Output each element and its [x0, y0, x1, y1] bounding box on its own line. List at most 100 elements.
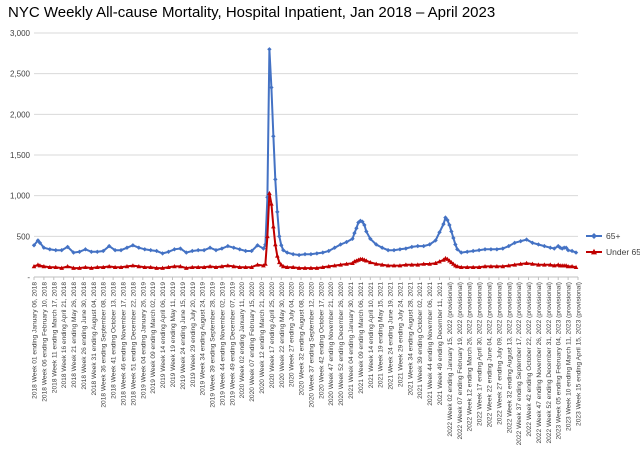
data-point-65-plus — [83, 247, 88, 252]
data-point-under-65 — [296, 265, 302, 270]
data-point-under-65 — [100, 264, 106, 270]
data-point-65-plus — [213, 247, 219, 253]
x-tick-label: 2021 Week 44 ending November 06, 2021 — [427, 282, 434, 406]
data-point-65-plus — [261, 246, 266, 251]
x-tick-label: 2022 Week 02 ending January 15, 2022 (pr… — [447, 282, 454, 437]
data-point-under-65 — [512, 262, 517, 267]
data-point-65-plus — [379, 245, 385, 250]
x-tick-label: 2023 Week 05 ending February 04, 2023 (p… — [556, 282, 563, 440]
data-point-under-65 — [267, 190, 272, 196]
data-point-65-plus — [35, 238, 41, 243]
data-point-under-65 — [265, 233, 270, 239]
x-tick-label: 2018 Week 11 ending March 17, 2018 — [51, 282, 58, 394]
data-point-under-65 — [263, 261, 268, 266]
data-point-65-plus — [451, 235, 456, 241]
data-point-under-65 — [569, 264, 575, 269]
x-tick-label: 2019 Week 19 ending May 11, 2019 — [170, 282, 177, 388]
data-point-65-plus — [77, 249, 82, 254]
data-point-65-plus — [368, 236, 373, 241]
data-point-65-plus — [142, 247, 147, 252]
data-point-under-65 — [542, 262, 547, 267]
x-tick-label: 2022 Week 27 ending July 09, 2022 (provi… — [496, 282, 503, 425]
x-tick-label: 2020 Week 42 ending October 17, 2020 — [318, 282, 325, 399]
data-point-65-plus — [453, 242, 458, 247]
x-tick-label: 2021 Week 49 ending December 11, 2021 — [437, 282, 444, 406]
data-point-65-plus — [385, 247, 391, 253]
data-point-65-plus — [364, 229, 369, 234]
x-tick-label: 2021 Week 19 ending May 15, 2021 — [378, 282, 385, 388]
x-tick-label: 2019 Week 44 ending November 02, 2019 — [219, 282, 226, 406]
data-point-under-65 — [338, 262, 343, 267]
data-point-65-plus — [427, 242, 432, 247]
data-point-under-65 — [47, 264, 53, 270]
data-point-65-plus — [437, 230, 442, 235]
data-point-65-plus — [65, 244, 70, 250]
data-point-65-plus — [415, 243, 420, 249]
data-point-65-plus — [267, 47, 272, 52]
x-tick-label: 2019 Week 24 ending June 15, 2019 — [180, 282, 187, 390]
data-point-65-plus — [285, 250, 290, 255]
data-point-65-plus — [542, 243, 547, 249]
data-point-under-65 — [524, 260, 529, 265]
data-point-under-65 — [148, 264, 154, 270]
x-tick-label: 2021 Week 14 ending April 10, 2021 — [368, 282, 375, 389]
data-point-65-plus — [279, 243, 284, 248]
data-point-under-65 — [536, 262, 541, 267]
x-tick-label: 2020 Week 17 ending April 25, 2020 — [269, 282, 276, 389]
data-point-65-plus — [391, 247, 397, 253]
data-point-65-plus — [332, 245, 337, 250]
data-point-65-plus — [573, 250, 579, 255]
data-point-65-plus — [488, 247, 494, 252]
data-point-under-65 — [573, 264, 579, 270]
data-point-65-plus — [352, 230, 357, 236]
data-point-65-plus — [47, 247, 53, 252]
data-point-under-65 — [290, 264, 296, 270]
data-point-under-65 — [37, 263, 43, 268]
data-point-under-65 — [189, 264, 195, 270]
data-point-65-plus — [374, 242, 379, 247]
data-point-under-65 — [219, 264, 225, 269]
data-point-under-65 — [518, 261, 523, 266]
x-tick-label: 2018 Week 41 ending October 13, 2018 — [111, 282, 118, 399]
x-tick-label: 2022 Week 32 ending August 13, 2022 (pro… — [506, 282, 513, 433]
data-point-65-plus — [320, 250, 326, 255]
data-point-under-65 — [530, 261, 535, 266]
y-tick-label: 500 — [17, 232, 31, 241]
data-point-65-plus — [530, 240, 535, 246]
data-point-under-65 — [506, 263, 512, 268]
data-point-under-65 — [391, 263, 397, 268]
data-point-under-65 — [89, 265, 94, 270]
data-point-under-65 — [231, 264, 237, 269]
x-tick-label: 2018 Week 21 ending May 26, 2018 — [71, 282, 78, 388]
x-tick-label: 2023 Week 10 ending March 11, 2023 (prov… — [566, 282, 573, 431]
data-point-65-plus — [130, 243, 136, 248]
x-tick-label: 2021 Week 34 ending August 28, 2021 — [407, 282, 414, 396]
data-point-65-plus — [112, 247, 118, 253]
data-point-65-plus — [195, 247, 201, 253]
x-tick-label: 2022 Week 47 ending November 26, 2022 (p… — [536, 282, 543, 444]
data-point-under-65 — [106, 264, 112, 269]
data-point-65-plus — [154, 248, 159, 254]
data-point-under-65 — [488, 264, 494, 269]
x-tick-label: 2019 Week 14 ending April 06, 2019 — [160, 282, 167, 389]
data-point-65-plus — [459, 250, 464, 255]
data-point-65-plus — [95, 249, 100, 254]
data-point-under-65 — [379, 262, 385, 267]
data-point-65-plus — [265, 195, 270, 200]
data-point-under-65 — [271, 224, 276, 229]
data-point-under-65 — [95, 264, 100, 270]
data-point-65-plus — [207, 245, 213, 250]
data-point-65-plus — [482, 247, 488, 252]
data-point-65-plus — [476, 247, 482, 253]
data-point-under-65 — [255, 262, 260, 267]
data-point-under-65 — [112, 264, 118, 270]
data-point-65-plus — [277, 234, 282, 239]
x-tick-label: 2020 Week 37 ending September 12, 2020 — [308, 282, 315, 408]
data-point-under-65 — [565, 264, 571, 269]
data-point-under-65 — [41, 264, 47, 269]
data-point-65-plus — [178, 246, 183, 251]
data-point-65-plus — [124, 245, 130, 250]
x-tick-label: 2022 Week 22 ending June 04, 2022 (provi… — [486, 282, 493, 427]
y-tick-label: 2,000 — [10, 110, 31, 119]
x-tick-label: 2020 Week 22 ending May 30, 2020 — [279, 282, 286, 388]
